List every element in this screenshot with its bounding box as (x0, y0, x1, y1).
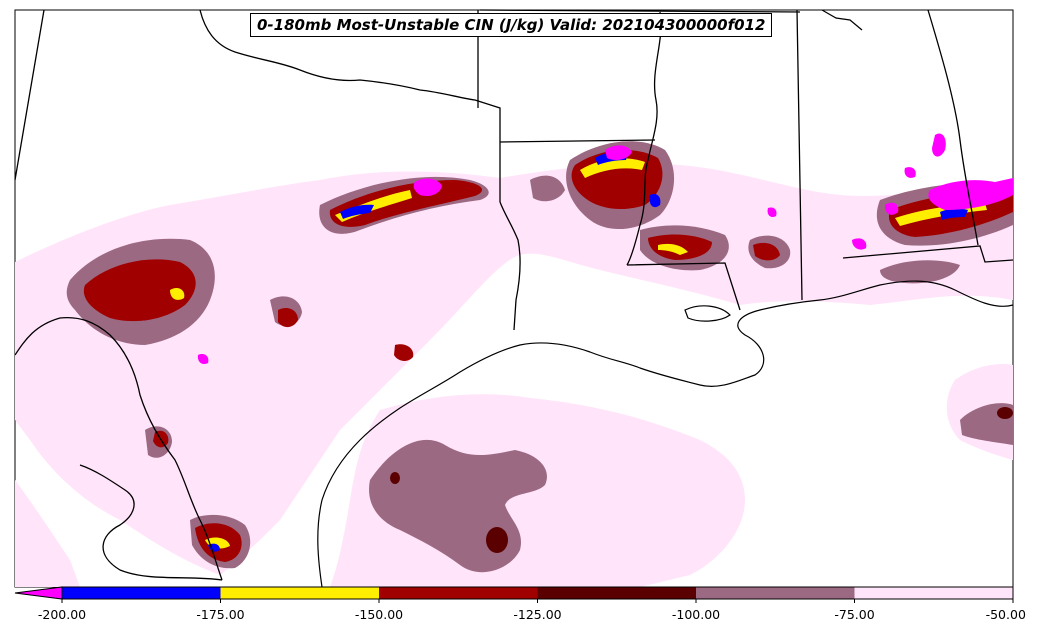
border-west (14, 9, 45, 181)
border-mississippi-river (626, 11, 662, 266)
colorbar-tick-label: -175.00 (196, 607, 245, 622)
colorbar-bin-5 (854, 587, 1013, 599)
border-al-ga (927, 9, 979, 246)
border-rio-grande (14, 316, 223, 581)
colorbar-tick-label: -100.00 (671, 607, 721, 622)
border-ms-al (796, 9, 803, 301)
colorbar-tick-label: -125.00 (513, 607, 562, 622)
border-la-ms (626, 262, 741, 311)
colorbar-bin-1 (220, 587, 379, 599)
colorbar (14, 586, 1014, 603)
border-al-fl (842, 245, 1014, 263)
colorbar-under-arrow (14, 586, 63, 600)
border-ok-ar (499, 139, 656, 143)
cin-field-darkred (390, 407, 1013, 553)
cin-field-blue (208, 151, 968, 552)
map-borders (14, 9, 1014, 581)
colorbar-ticks (61, 599, 1014, 603)
colorbar-bin-0 (62, 587, 221, 599)
colorbar-bin-2 (379, 587, 538, 599)
border-ar-north (479, 9, 801, 13)
colorbar-tick-label: -50.00 (985, 607, 1026, 622)
border-tx-la (499, 201, 521, 331)
colorbar-tick-label: -150.00 (354, 607, 404, 622)
colorbar-bins (62, 587, 1013, 599)
map-title: 0-180mb Most-Unstable CIN (J/kg) Valid: … (250, 13, 773, 37)
colorbar-tick-label: -200.00 (37, 607, 87, 622)
cin-field-magenta (197, 133, 1013, 365)
coastline (317, 9, 1014, 588)
colorbar-bin-3 (537, 587, 696, 599)
colorbar-bin-4 (696, 587, 855, 599)
border-mexico (79, 464, 223, 581)
colorbar-tick-label: -75.00 (834, 607, 875, 622)
border-tx-nm (199, 9, 501, 202)
